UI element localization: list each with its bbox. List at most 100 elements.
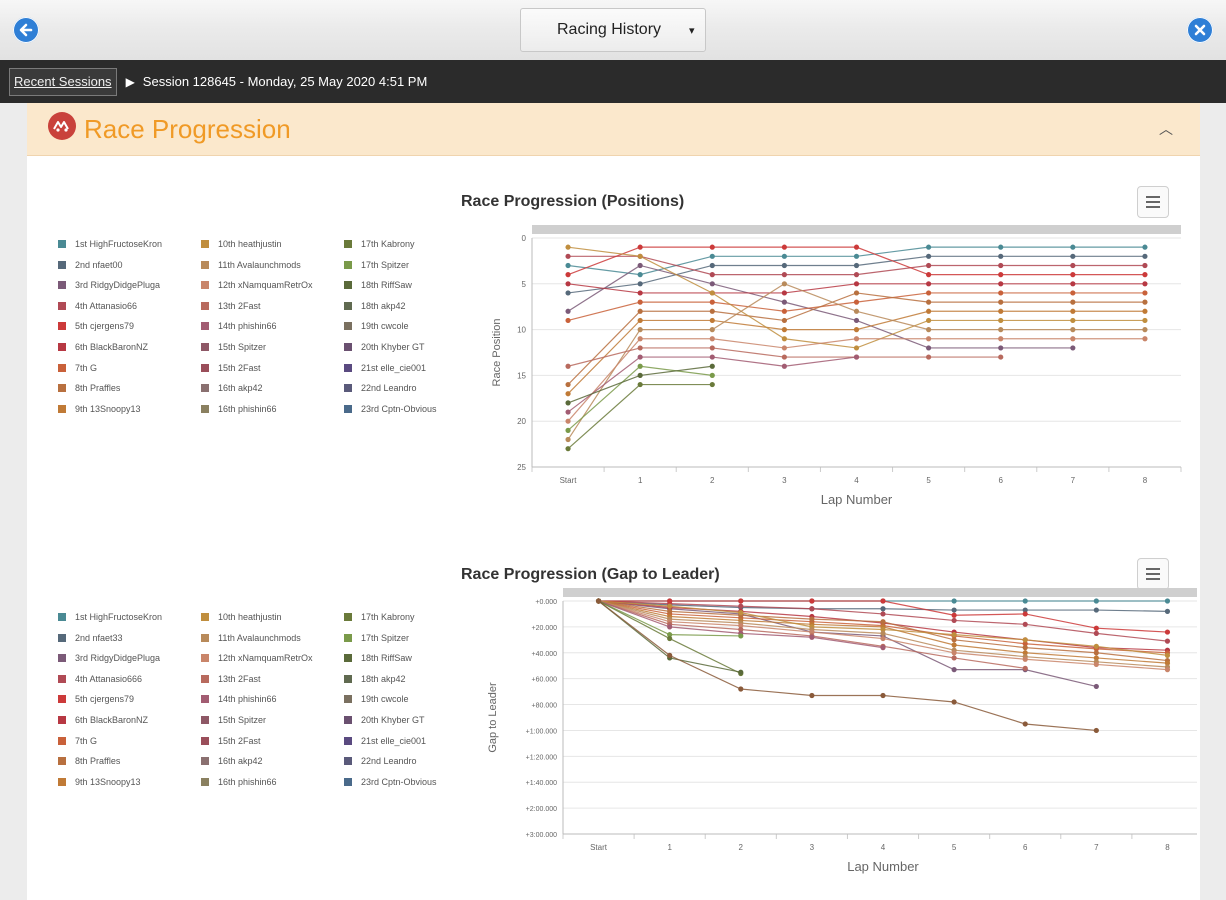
legend-item[interactable]: 7th G	[58, 363, 97, 373]
legend-item[interactable]: 22nd Leandro	[344, 756, 417, 766]
data-point	[998, 345, 1004, 351]
legend-item[interactable]: 21st elle_cie001	[344, 736, 426, 746]
chart-navigator	[532, 225, 1181, 234]
legend-item[interactable]: 5th cjergens79	[58, 694, 134, 704]
legend-item[interactable]: 6th BlackBaronNZ	[58, 342, 148, 352]
legend-item[interactable]: 2nd nfaet00	[58, 260, 123, 270]
legend-item[interactable]: 3rd RidgyDidgePluga	[58, 653, 160, 663]
data-point	[998, 244, 1004, 250]
legend-item[interactable]: 18th RiffSaw	[344, 280, 412, 290]
data-point	[709, 336, 715, 342]
data-point	[709, 308, 715, 314]
data-point	[1093, 727, 1099, 734]
data-point	[880, 635, 886, 642]
legend-swatch	[58, 695, 66, 704]
data-point	[1093, 607, 1099, 613]
race-icon-glyph	[53, 121, 69, 132]
legend-swatch	[344, 404, 352, 413]
legend-item[interactable]: 16th akp42	[201, 383, 263, 393]
data-point	[667, 624, 673, 630]
legend-item[interactable]: 17th Spitzer	[344, 633, 409, 643]
legend-item[interactable]: 14th phishin66	[201, 694, 277, 704]
legend-item[interactable]: 12th xNamquamRetrOx	[201, 653, 313, 663]
legend-item[interactable]: 15th 2Fast	[201, 736, 261, 746]
legend-item[interactable]: 20th Khyber GT	[344, 715, 425, 725]
legend-item[interactable]: 22nd Leandro	[344, 383, 417, 393]
legend-item[interactable]: 11th Avalaunchmods	[201, 260, 301, 270]
panel-header[interactable]: Race Progression ︿	[27, 103, 1200, 156]
legend-item[interactable]: 18th akp42	[344, 674, 406, 684]
legend-item[interactable]: 21st elle_cie001	[344, 363, 426, 373]
legend-item[interactable]: 9th 13Snoopy13	[58, 404, 141, 414]
legend-swatch	[344, 757, 352, 766]
data-point	[637, 281, 643, 287]
legend-item[interactable]: 3rd RidgyDidgePluga	[58, 280, 160, 290]
data-point	[853, 317, 860, 324]
legend-swatch	[58, 343, 66, 351]
legend-item[interactable]: 23rd Cptn-Obvious	[344, 404, 437, 414]
chart-menu-button[interactable]	[1137, 186, 1169, 218]
legend-item[interactable]: 16th phishin66	[201, 404, 277, 414]
legend-item[interactable]: 2nd nfaet33	[58, 633, 123, 643]
legend-item[interactable]: 1st HighFructoseKron	[58, 612, 162, 622]
legend-item[interactable]: 9th 13Snoopy13	[58, 777, 141, 787]
legend-item[interactable]: 19th cwcole	[344, 321, 409, 331]
close-button[interactable]	[1187, 17, 1213, 43]
legend-item[interactable]: 17th Spitzer	[344, 260, 409, 270]
legend-item[interactable]: 16th akp42	[201, 756, 263, 766]
data-point	[565, 281, 571, 287]
legend-item[interactable]: 18th akp42	[344, 301, 406, 311]
legend-swatch	[344, 633, 352, 642]
data-point	[781, 272, 787, 278]
legend-item[interactable]: 4th Attanasio666	[58, 674, 142, 684]
legend-swatch	[58, 363, 66, 372]
x-tick-label: Start	[560, 476, 578, 485]
legend-item[interactable]: 20th Khyber GT	[344, 342, 425, 352]
legend-item[interactable]: 10th heathjustin	[201, 239, 282, 249]
legend-item[interactable]: 17th Kabrony	[344, 239, 415, 249]
legend-item[interactable]: 15th Spitzer	[201, 342, 266, 352]
legend-item[interactable]: 15th Spitzer	[201, 715, 266, 725]
legend-swatch	[344, 343, 352, 351]
legend-item[interactable]: 19th cwcole	[344, 694, 409, 704]
data-point	[853, 327, 860, 333]
legend-swatch	[201, 301, 209, 310]
legend-item[interactable]: 14th phishin66	[201, 321, 277, 331]
data-point	[951, 612, 957, 618]
legend-item[interactable]: 17th Kabrony	[344, 612, 415, 622]
legend-item[interactable]: 16th phishin66	[201, 777, 277, 787]
legend-item[interactable]: 11th Avalaunchmods	[201, 633, 301, 643]
data-point	[781, 244, 787, 250]
data-point	[709, 354, 715, 360]
legend-label: 4th Attanasio66	[75, 300, 138, 311]
legend-gap: 1st HighFructoseKron 2nd nfaet33 3rd Ridgy…	[58, 612, 458, 802]
legend-item[interactable]: 15th 2Fast	[201, 363, 261, 373]
legend-item[interactable]: 10th heathjustin	[201, 612, 282, 622]
legend-item[interactable]: 5th cjergens79	[58, 321, 134, 331]
recent-sessions-link[interactable]: Recent Sessions	[9, 67, 117, 96]
data-point	[853, 354, 860, 360]
collapse-chevron-icon[interactable]: ︿	[1159, 121, 1173, 137]
legend-item[interactable]: 23rd Cptn-Obvious	[344, 777, 437, 787]
legend-item[interactable]: 13th 2Fast	[201, 301, 261, 311]
legend-item[interactable]: 6th BlackBaronNZ	[58, 715, 148, 725]
legend-label: 13th 2Fast	[218, 300, 261, 311]
back-button[interactable]	[13, 17, 39, 43]
section-dropdown[interactable]: Racing History ▾	[520, 8, 706, 52]
legend-item[interactable]: 18th RiffSaw	[344, 653, 412, 663]
legend-swatch	[344, 695, 352, 704]
data-point	[1164, 608, 1171, 614]
legend-item[interactable]: 8th Praffles	[58, 756, 120, 766]
legend-label: 22nd Leandro	[361, 383, 417, 394]
legend-swatch	[58, 777, 66, 786]
legend-item[interactable]: 8th Praffles	[58, 383, 120, 393]
race-progression-panel: Race Progression ︿ Race Progression (Pos…	[27, 103, 1200, 900]
data-point	[1142, 327, 1148, 333]
legend-item[interactable]: 13th 2Fast	[201, 674, 261, 684]
legend-item[interactable]: 12th xNamquamRetrOx	[201, 280, 313, 290]
legend-item[interactable]: 4th Attanasio66	[58, 301, 137, 311]
legend-item[interactable]: 1st HighFructoseKron	[58, 239, 162, 249]
legend-label: 14th phishin66	[218, 694, 277, 705]
legend-item[interactable]: 7th G	[58, 736, 97, 746]
data-point	[880, 630, 886, 636]
